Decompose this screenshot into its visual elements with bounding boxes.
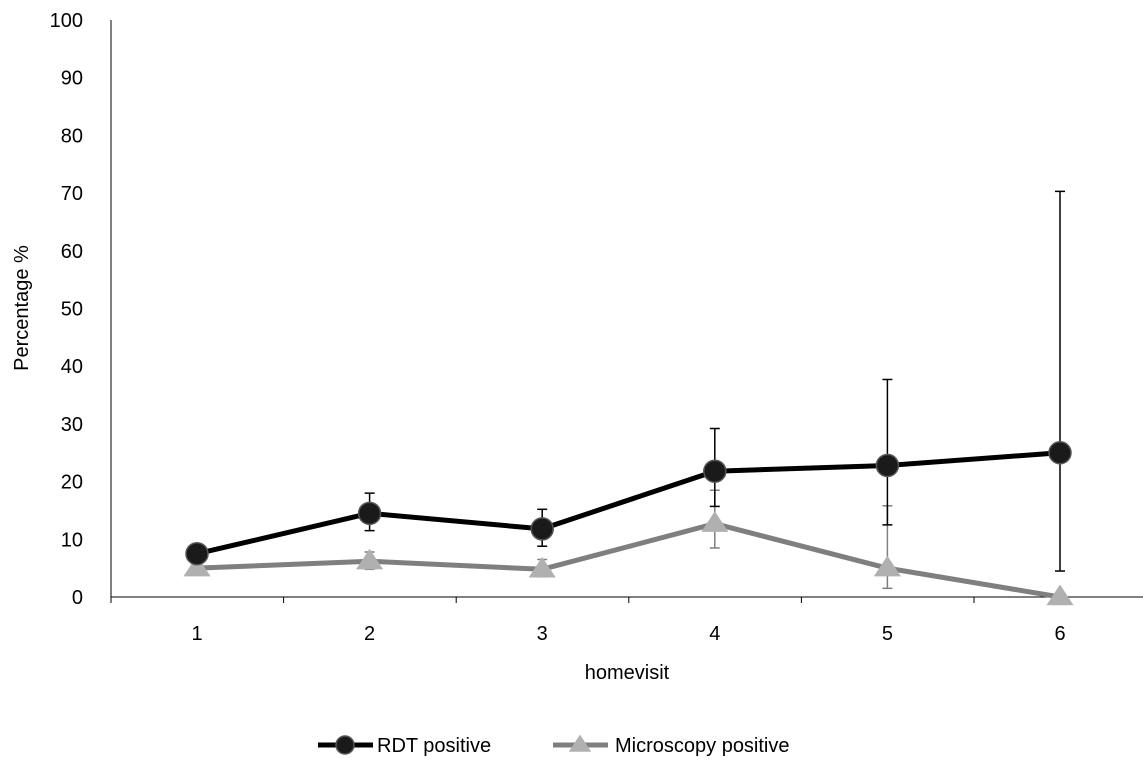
microscopy-positive-series bbox=[183, 489, 1074, 606]
y-tick-labels: 0 10 20 30 40 50 60 70 80 90 100 bbox=[50, 10, 83, 609]
y-tick-label: 80 bbox=[61, 125, 83, 147]
legend-label: Microscopy positive bbox=[615, 735, 790, 757]
y-tick-label: 10 bbox=[61, 529, 83, 551]
microscopy-positive-point bbox=[1046, 584, 1074, 606]
rdt-positive-point bbox=[875, 453, 900, 478]
x-tick-label: 1 bbox=[191, 623, 202, 645]
y-tick-label: 30 bbox=[61, 414, 83, 436]
legend-item-rdt-positive: RDT positive bbox=[318, 735, 491, 757]
y-tick-label: 100 bbox=[50, 10, 83, 32]
rdt-positive-point bbox=[1048, 441, 1072, 465]
y-tick-label: 0 bbox=[72, 587, 83, 609]
rdt-positive-point bbox=[703, 459, 727, 483]
microscopy-positive-point bbox=[528, 556, 556, 578]
y-tick-label: 40 bbox=[61, 356, 83, 378]
rdt-positive-point bbox=[335, 735, 355, 755]
x-tick-label: 3 bbox=[537, 623, 548, 645]
microscopy-positive-point bbox=[873, 555, 901, 577]
y-tick-label: 50 bbox=[61, 299, 83, 321]
rdt-positive-series bbox=[185, 190, 1072, 572]
microscopy-positive-point bbox=[568, 734, 592, 752]
x-tick-label: 6 bbox=[1054, 623, 1065, 645]
x-tick-label: 2 bbox=[364, 623, 375, 645]
y-axis-title: Percentage % bbox=[11, 245, 33, 371]
microscopy-positive-point bbox=[356, 548, 384, 570]
microscopy-positive-point bbox=[701, 511, 729, 532]
legend-item-microscopy-positive: Microscopy positive bbox=[553, 734, 790, 757]
y-tick-label: 70 bbox=[61, 183, 83, 205]
y-tick-label: 60 bbox=[61, 241, 83, 263]
legend-label: RDT positive bbox=[377, 735, 491, 757]
rdt-positive-point bbox=[185, 541, 209, 566]
x-tick-label: 4 bbox=[709, 623, 720, 645]
x-axis-ticks bbox=[110, 597, 975, 603]
rdt-positive-line bbox=[196, 450, 1061, 557]
microscopy-positive-point bbox=[183, 555, 211, 577]
series-layer bbox=[183, 190, 1074, 606]
rdt-positive-point bbox=[530, 517, 554, 541]
x-tick-labels: 1 2 3 4 5 6 bbox=[191, 623, 1065, 645]
rdt-positive-point bbox=[357, 501, 382, 526]
x-axis-title: homevisit bbox=[585, 662, 670, 684]
microscopy-positive-line bbox=[196, 521, 1061, 600]
y-tick-label: 20 bbox=[61, 472, 83, 494]
x-tick-label: 5 bbox=[882, 623, 893, 645]
legend: RDT positive Microscopy positive bbox=[318, 734, 790, 757]
y-tick-label: 90 bbox=[61, 68, 83, 90]
